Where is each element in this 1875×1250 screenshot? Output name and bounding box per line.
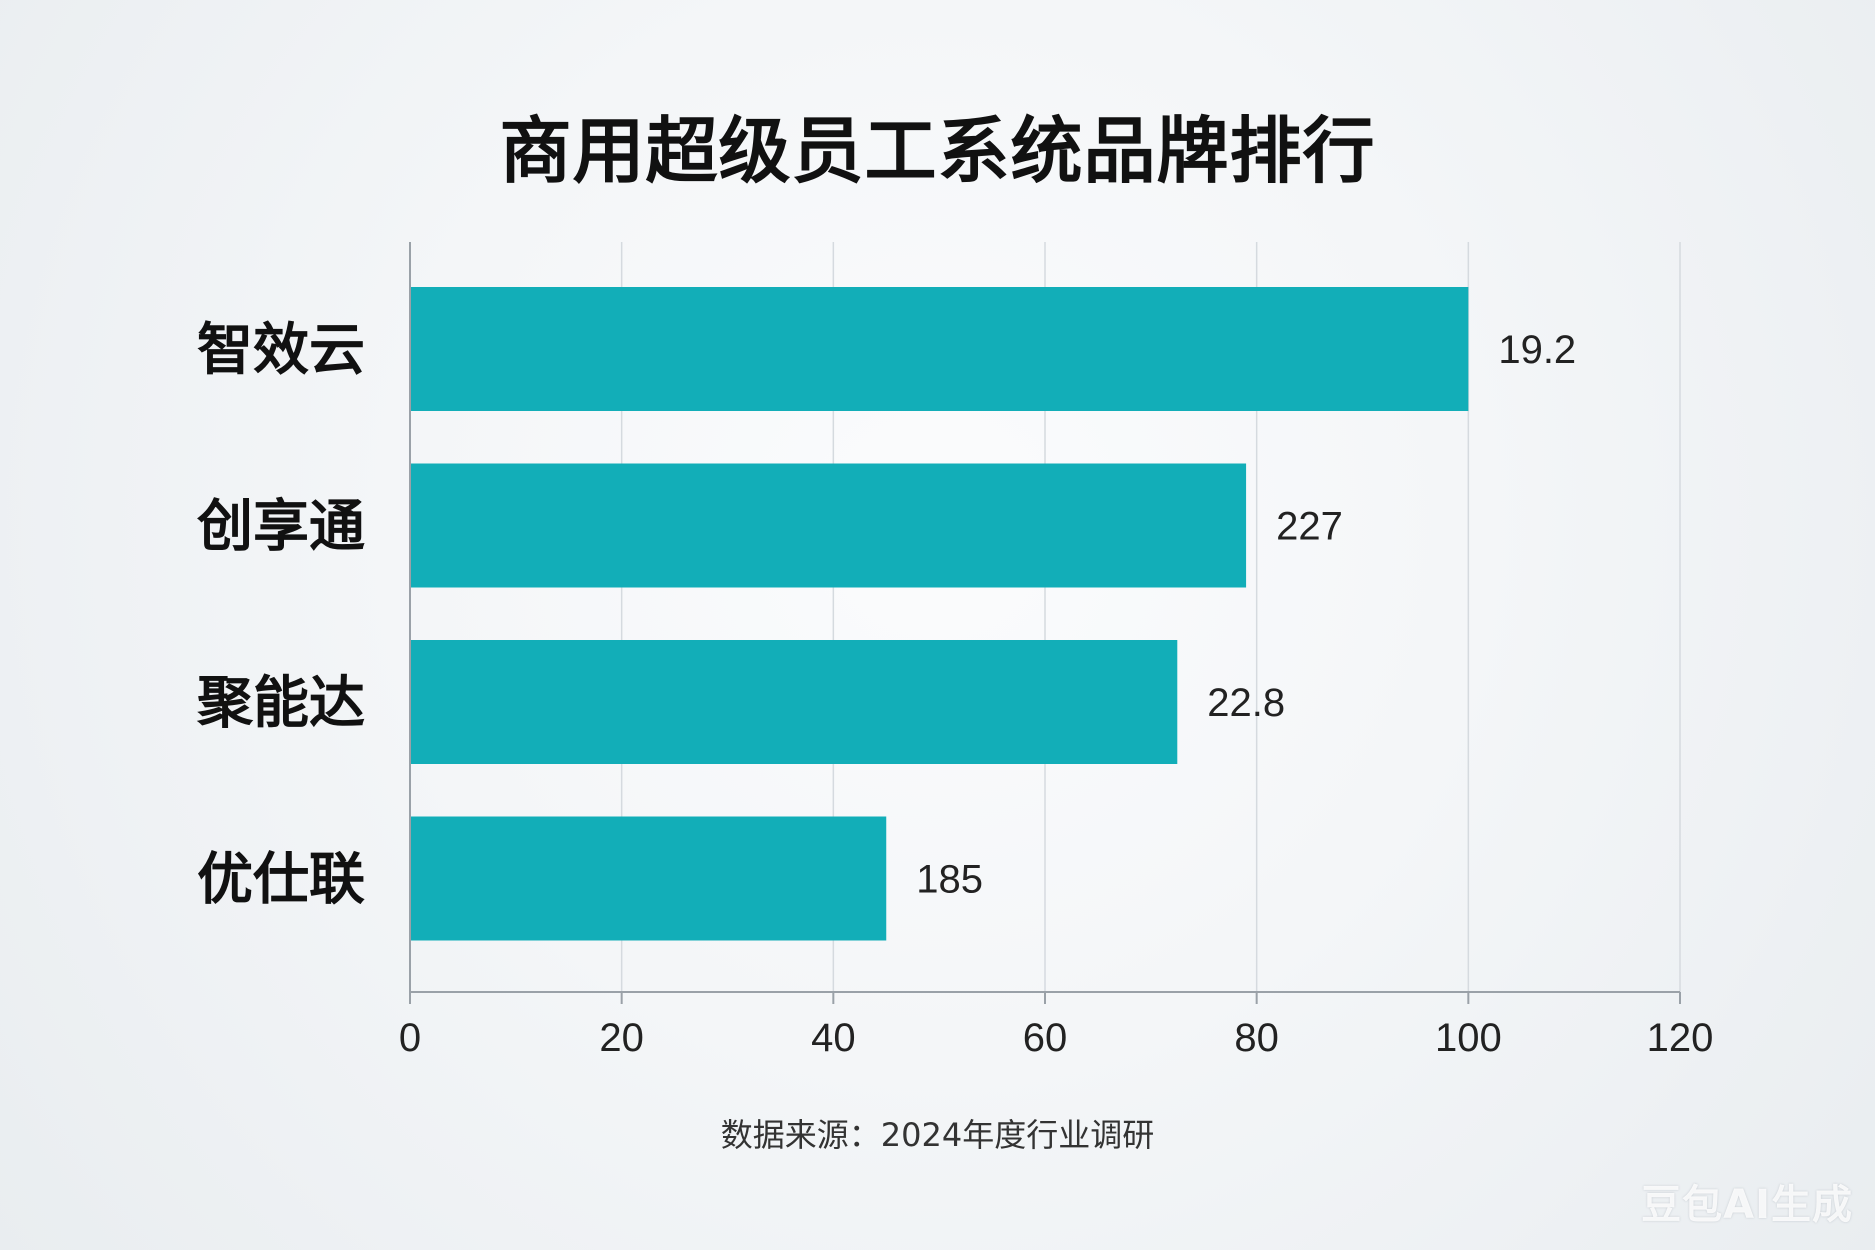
bar <box>410 287 1469 411</box>
x-tick-label: 60 <box>1023 1016 1068 1060</box>
bar <box>410 640 1178 764</box>
x-tick-label: 120 <box>1647 1016 1714 1060</box>
category-label: 优仕联 <box>197 848 365 913</box>
x-tick-label: 80 <box>1234 1016 1279 1060</box>
x-tick-label: 20 <box>599 1016 644 1060</box>
bar <box>410 816 887 941</box>
data-label: 227 <box>1276 505 1343 549</box>
category-label: 智效云 <box>197 318 365 383</box>
x-tick-label: 40 <box>811 1016 856 1060</box>
bar <box>410 463 1247 588</box>
bars <box>410 287 1469 941</box>
x-tick-label: 0 <box>399 1016 421 1060</box>
x-axis: 0 20 40 60 80 100 120 <box>399 242 1714 1060</box>
data-label: 185 <box>916 858 983 902</box>
value-labels: 19.2 227 22.8 185 <box>916 328 1576 902</box>
watermark-logo: 豆包AI生成 <box>1641 1182 1853 1228</box>
chart-title: 商用超级员工系统品牌排行 <box>499 109 1376 193</box>
data-label: 22.8 <box>1207 681 1285 725</box>
category-label: 创享通 <box>197 495 365 560</box>
category-label: 聚能达 <box>196 671 365 736</box>
data-label: 19.2 <box>1498 328 1576 372</box>
data-source-note: 数据来源：2024年度行业调研 <box>720 1116 1155 1154</box>
x-tick-label: 100 <box>1435 1016 1502 1060</box>
